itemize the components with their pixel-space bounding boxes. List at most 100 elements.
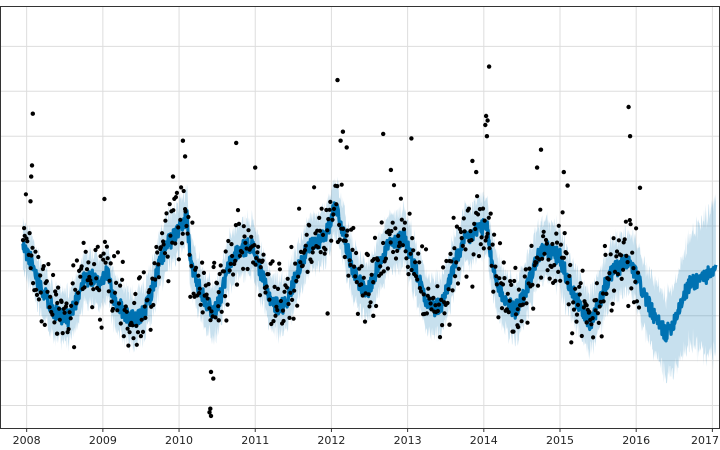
observed-point-25 bbox=[44, 279, 49, 284]
observed-point-670 bbox=[409, 136, 414, 141]
observed-point-221 bbox=[231, 272, 236, 277]
observed-point-112 bbox=[127, 330, 132, 335]
observed-point-492 bbox=[489, 263, 494, 268]
observed-point-438 bbox=[437, 335, 443, 340]
observed-point-217 bbox=[227, 268, 232, 273]
x-tick-label-2013: 2013 bbox=[394, 434, 422, 447]
observed-point-682 bbox=[626, 104, 631, 110]
observed-point-616 bbox=[607, 271, 612, 276]
observed-point-491 bbox=[488, 211, 493, 216]
observed-point-461 bbox=[459, 236, 464, 241]
observed-point-674 bbox=[485, 118, 490, 123]
observed-point-426 bbox=[426, 286, 431, 291]
observed-point-318 bbox=[323, 247, 328, 252]
observed-point-609 bbox=[600, 291, 606, 296]
observed-point-571 bbox=[564, 251, 569, 256]
observed-point-602 bbox=[594, 297, 599, 303]
observed-point-262 bbox=[270, 259, 275, 264]
observed-point-287 bbox=[294, 278, 299, 284]
observed-point-424 bbox=[424, 311, 429, 316]
observed-point-452 bbox=[451, 215, 456, 220]
observed-point-185 bbox=[197, 291, 202, 296]
observed-point-148 bbox=[161, 242, 166, 247]
observed-point-423 bbox=[423, 247, 429, 252]
observed-point-206 bbox=[216, 290, 221, 295]
observed-point-587 bbox=[579, 333, 584, 339]
observed-point-617 bbox=[608, 252, 613, 257]
observed-point-42 bbox=[60, 331, 65, 336]
observed-point-298 bbox=[304, 232, 309, 237]
observed-point-279 bbox=[286, 301, 291, 307]
observed-point-410 bbox=[411, 248, 416, 253]
observed-point-267 bbox=[275, 308, 280, 313]
observed-point-212 bbox=[223, 294, 228, 299]
observed-point-253 bbox=[261, 252, 266, 257]
observed-point-543 bbox=[538, 207, 543, 212]
observed-point-121 bbox=[135, 330, 141, 335]
observed-point-3 bbox=[23, 192, 28, 197]
observed-point-290 bbox=[297, 206, 302, 211]
observed-point-690 bbox=[216, 318, 221, 323]
observed-point-280 bbox=[287, 315, 292, 320]
observed-point-154 bbox=[167, 202, 172, 207]
observed-point-259 bbox=[267, 297, 272, 302]
observed-point-567 bbox=[560, 210, 565, 215]
observed-point-233 bbox=[242, 234, 247, 239]
observed-point-482 bbox=[479, 235, 484, 240]
observed-point-678 bbox=[538, 147, 544, 152]
observed-point-683 bbox=[627, 134, 633, 139]
observed-point-484 bbox=[481, 246, 486, 251]
observed-point-278 bbox=[285, 276, 290, 281]
observed-point-237 bbox=[246, 228, 251, 233]
observed-point-22 bbox=[41, 264, 46, 269]
observed-point-93 bbox=[109, 299, 114, 304]
observed-point-689 bbox=[54, 331, 60, 336]
observed-point-413 bbox=[413, 274, 419, 279]
observed-point-123 bbox=[137, 275, 142, 280]
observed-point-303 bbox=[309, 259, 314, 264]
observed-point-368 bbox=[371, 280, 376, 285]
observed-point-28 bbox=[47, 305, 52, 310]
observed-point-455 bbox=[454, 260, 459, 265]
observed-point-131 bbox=[145, 297, 150, 302]
observed-point-499 bbox=[496, 315, 501, 320]
observed-point-539 bbox=[534, 260, 539, 265]
observed-point-628 bbox=[619, 253, 624, 258]
observed-point-5 bbox=[25, 239, 30, 244]
observed-point-92 bbox=[108, 261, 113, 266]
observed-point-475 bbox=[473, 226, 478, 232]
observed-point-106 bbox=[121, 334, 126, 339]
observed-point-581 bbox=[574, 319, 579, 324]
observed-point-173 bbox=[185, 231, 190, 236]
observed-point-194 bbox=[205, 296, 210, 301]
observed-point-365 bbox=[368, 300, 373, 305]
observed-point-680 bbox=[561, 169, 566, 175]
observed-point-335 bbox=[339, 182, 344, 187]
observed-point-685 bbox=[584, 320, 589, 325]
observed-point-99 bbox=[115, 308, 120, 313]
observed-point-441 bbox=[441, 265, 446, 270]
observed-point-669 bbox=[388, 167, 394, 173]
observed-point-91 bbox=[107, 278, 112, 283]
observed-point-668 bbox=[381, 131, 386, 137]
observed-point-648 bbox=[30, 111, 35, 116]
observed-point-427 bbox=[427, 296, 432, 301]
observed-point-464 bbox=[462, 229, 467, 234]
observed-point-547 bbox=[541, 229, 546, 234]
observed-point-667 bbox=[344, 145, 349, 150]
observed-point-487 bbox=[484, 234, 489, 240]
observed-point-662 bbox=[253, 165, 258, 170]
observed-point-205 bbox=[216, 304, 221, 309]
observed-point-676 bbox=[483, 122, 488, 128]
observed-point-101 bbox=[116, 301, 122, 306]
observed-point-613 bbox=[604, 291, 609, 296]
observed-point-560 bbox=[554, 231, 559, 236]
observed-point-104 bbox=[120, 277, 125, 282]
observed-point-204 bbox=[214, 281, 220, 286]
observed-point-240 bbox=[249, 234, 254, 239]
observed-point-493 bbox=[490, 242, 495, 247]
observed-point-261 bbox=[269, 321, 274, 327]
observed-point-288 bbox=[295, 303, 300, 308]
observed-point-87 bbox=[103, 260, 108, 265]
observed-point-501 bbox=[497, 241, 503, 246]
